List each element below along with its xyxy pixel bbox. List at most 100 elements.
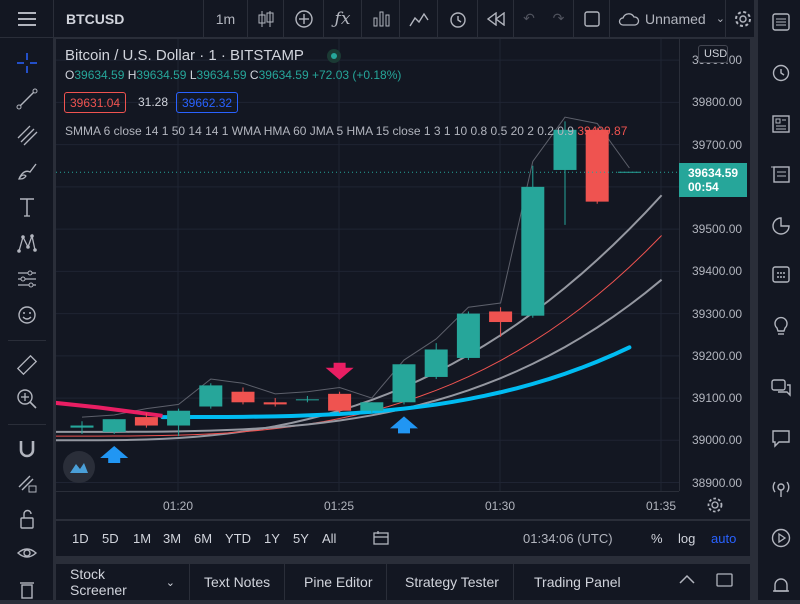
range-5y[interactable]: 5Y — [293, 531, 309, 546]
close-label: C — [249, 68, 259, 82]
chart-type-button[interactable] — [248, 0, 284, 38]
news-icon — [772, 115, 790, 133]
compare-button[interactable] — [284, 0, 324, 38]
ma-line-upper — [56, 194, 663, 442]
emoji-tool[interactable] — [9, 300, 45, 330]
tab-pine-editor[interactable]: Pine Editor — [290, 564, 388, 600]
auto-scale-toggle[interactable]: auto — [711, 531, 737, 546]
tab-text-notes[interactable]: Text Notes — [190, 564, 286, 600]
candle-body — [489, 311, 513, 323]
market-status-icon[interactable] — [327, 49, 341, 63]
zoom-in-icon — [17, 389, 37, 409]
time-axis[interactable]: 01:20 01:25 01:30 01:35 — [56, 491, 679, 519]
utc-clock[interactable]: 01:34:06 (UTC) — [523, 531, 613, 546]
indicator-legend[interactable]: SMMA 6 close 14 1 50 14 14 1 WMA HMA 60 … — [65, 124, 627, 138]
forecast-tool[interactable] — [9, 264, 45, 294]
sell-price-button[interactable]: 39631.04 — [64, 92, 127, 113]
candle-body — [392, 364, 416, 403]
candle-body — [167, 410, 191, 426]
brush-tool[interactable] — [9, 156, 45, 186]
log-scale-toggle[interactable]: log — [678, 531, 696, 546]
price-label: 39400.00 — [692, 264, 743, 279]
lock-drawings-tool[interactable] — [9, 504, 45, 534]
calendar-range-icon — [373, 531, 389, 545]
range-6m[interactable]: 6M — [194, 531, 213, 546]
window-icon — [716, 573, 733, 587]
candle-body — [295, 399, 319, 401]
replay-trading-button[interactable] — [762, 522, 800, 554]
undo-button[interactable]: ↶ — [514, 0, 544, 38]
fib-tool[interactable] — [9, 120, 45, 150]
ideas-button[interactable] — [762, 310, 800, 342]
crosshair-tool[interactable] — [9, 48, 45, 78]
data-window-button[interactable] — [762, 108, 800, 140]
buy-marker — [390, 416, 418, 434]
lightbulb-icon — [774, 316, 788, 335]
trend-button[interactable] — [400, 0, 438, 38]
private-chats-button[interactable] — [762, 422, 800, 454]
ruler-icon — [16, 354, 38, 376]
zoom-tool[interactable] — [9, 384, 45, 414]
chart-settings-button[interactable] — [706, 496, 724, 519]
layers-icon — [771, 166, 790, 183]
indicators-button[interactable]: ƒx — [324, 0, 362, 38]
range-5d[interactable]: 5D — [102, 531, 119, 546]
redo-button[interactable]: ↷ — [544, 0, 574, 38]
menu-button[interactable] — [0, 0, 54, 38]
time-label: 01:30 — [485, 499, 516, 513]
symbol-search[interactable]: BTCUSD — [54, 0, 204, 38]
layout-menu[interactable]: Unnamed ⌄ — [610, 0, 726, 38]
maximize-panel-button[interactable] — [716, 572, 734, 593]
range-all[interactable]: All — [322, 531, 337, 546]
chats-button[interactable] — [762, 372, 800, 404]
hide-drawings-tool[interactable] — [9, 538, 45, 568]
alert-button[interactable] — [438, 0, 478, 38]
replay-button[interactable] — [478, 0, 514, 38]
watchlist-button[interactable] — [762, 6, 800, 38]
hamburger-icon — [17, 11, 36, 26]
candle-body — [360, 402, 384, 411]
tab-stock-screener[interactable]: Stock Screener ⌄ — [56, 564, 190, 600]
streams-button[interactable] — [762, 472, 800, 504]
trend-line-tool[interactable] — [9, 84, 45, 114]
tab-label: Stock Screener — [70, 566, 127, 598]
pattern-tool[interactable] — [9, 228, 45, 258]
object-tree-button[interactable] — [762, 158, 800, 190]
date-range-button[interactable] — [372, 529, 390, 552]
price-chart[interactable] — [56, 39, 679, 491]
text-tool[interactable] — [9, 192, 45, 222]
delete-tool[interactable] — [9, 574, 45, 604]
magnet-tool[interactable] — [9, 434, 45, 464]
range-ytd[interactable]: YTD — [225, 531, 251, 546]
brush-icon — [18, 163, 37, 180]
currency-button[interactable]: USD — [698, 45, 728, 63]
range-1m[interactable]: 1M — [133, 531, 152, 546]
templates-button[interactable] — [362, 0, 400, 38]
collapse-panel-button[interactable] — [678, 572, 696, 591]
price-axis[interactable]: 39900.0039800.0039700.0039600.0039500.00… — [679, 39, 750, 491]
chevron-down-icon: ⌄ — [165, 576, 175, 589]
notifications-button[interactable] — [762, 570, 800, 602]
interval-button[interactable]: 1m — [204, 0, 248, 38]
buy-price-button[interactable]: 39662.32 — [176, 92, 239, 113]
tab-strategy-tester[interactable]: Strategy Tester — [391, 564, 514, 600]
date-range-bar: 1D 5D 1M 3M 6M YTD 1Y 5Y All 01:34:06 (U… — [56, 520, 750, 556]
stay-drawing-tool[interactable] — [9, 468, 45, 498]
ma-line-lower — [56, 278, 663, 433]
percent-scale-toggle[interactable]: % — [651, 531, 663, 546]
range-1d[interactable]: 1D — [72, 531, 89, 546]
toolbar-divider — [8, 340, 46, 341]
range-1y[interactable]: 1Y — [264, 531, 280, 546]
hotlist-button[interactable] — [762, 210, 800, 242]
list-icon — [772, 13, 790, 31]
fullscreen-toggle[interactable] — [574, 0, 610, 38]
measure-tool[interactable] — [9, 350, 45, 380]
chart-pane[interactable]: Bitcoin / U.S. Dollar · 1 · BITSTAMP O39… — [56, 39, 750, 519]
candle-body — [102, 419, 126, 432]
tab-trading-panel[interactable]: Trading Panel — [534, 574, 621, 590]
range-3m[interactable]: 3M — [163, 531, 182, 546]
tradingview-logo[interactable] — [63, 451, 95, 483]
calendar-button[interactable] — [762, 258, 800, 290]
undo-icon: ↶ — [523, 10, 535, 26]
alerts-button[interactable] — [762, 56, 800, 88]
